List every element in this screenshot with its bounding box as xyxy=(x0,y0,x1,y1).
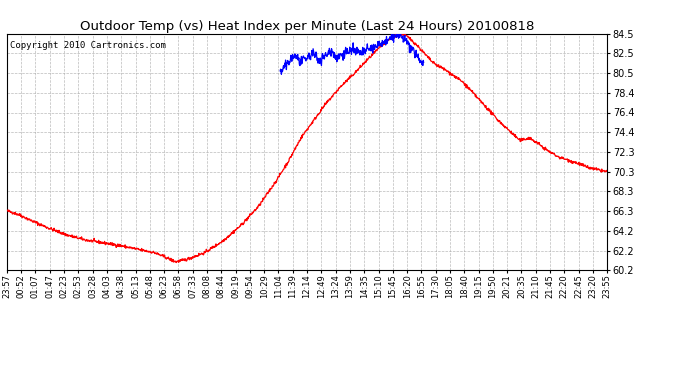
Text: Copyright 2010 Cartronics.com: Copyright 2010 Cartronics.com xyxy=(10,41,166,50)
Title: Outdoor Temp (vs) Heat Index per Minute (Last 24 Hours) 20100818: Outdoor Temp (vs) Heat Index per Minute … xyxy=(80,20,534,33)
